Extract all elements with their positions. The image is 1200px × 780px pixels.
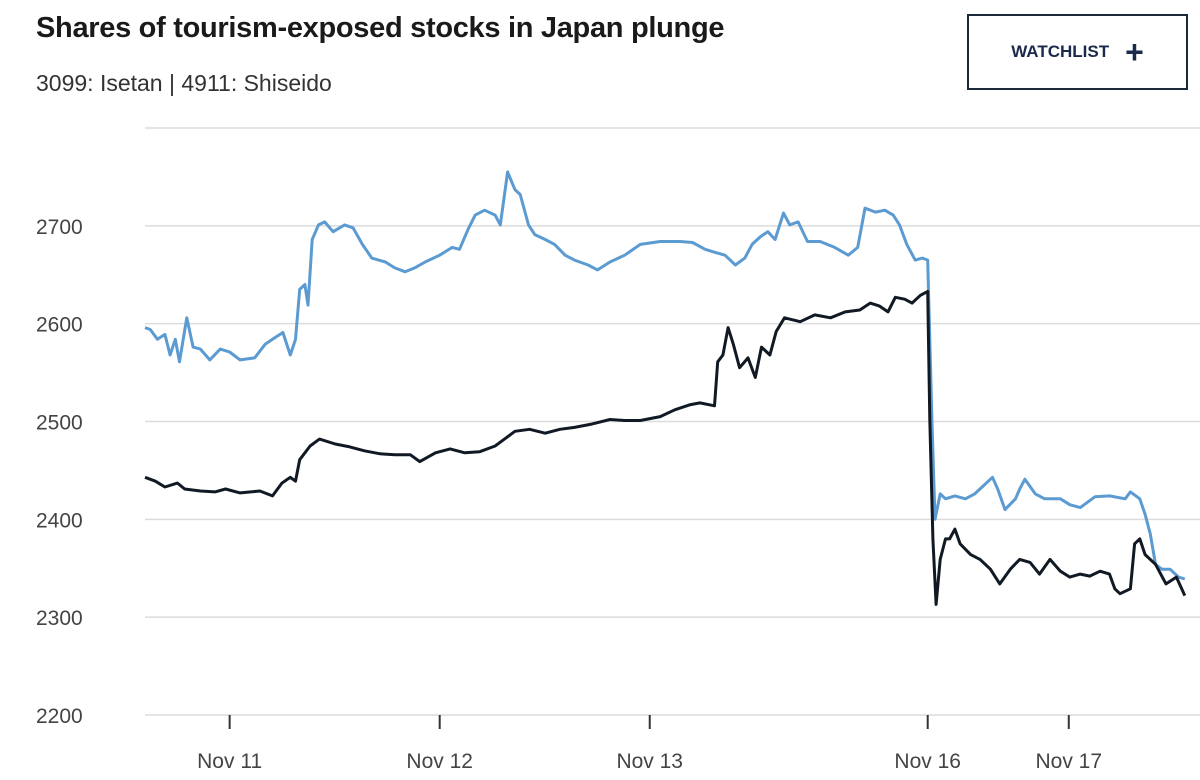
watchlist-label: WATCHLIST [1011, 42, 1110, 61]
x-tick-label: Nov 17 [1036, 750, 1103, 773]
series-line-3099-isetan [144, 170, 1186, 581]
y-tick-label: 2600 [36, 314, 83, 337]
x-tick-label: Nov 13 [616, 750, 683, 773]
y-tick-label: 2200 [36, 705, 83, 728]
y-tick-label: 2300 [36, 607, 83, 630]
watchlist-button[interactable]: WATCHLIST + [967, 14, 1188, 90]
x-tick-label: Nov 16 [894, 750, 961, 773]
chart-subtitle: 3099: Isetan | 4911: Shiseido [36, 70, 332, 96]
x-tick-label: Nov 12 [406, 750, 473, 773]
series-line-4911-shiseido [144, 289, 1187, 606]
y-tick-label: 2400 [36, 509, 83, 532]
plus-icon: + [1125, 34, 1144, 70]
x-tick-label: Nov 11 [197, 750, 262, 773]
y-tick-label: 2500 [36, 412, 83, 435]
chart-title: Shares of tourism-exposed stocks in Japa… [36, 12, 725, 44]
y-tick-label: 2700 [36, 216, 83, 239]
